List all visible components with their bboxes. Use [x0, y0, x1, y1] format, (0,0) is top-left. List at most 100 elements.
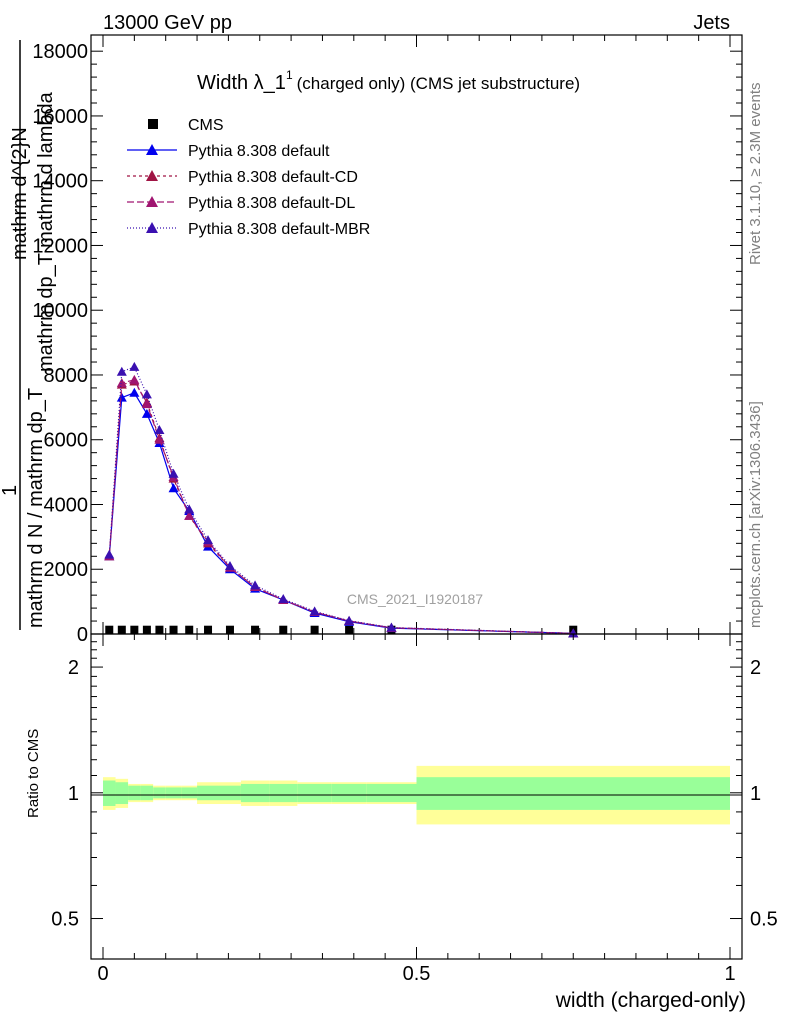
cms-data-point: [225, 625, 234, 634]
series-layer: [104, 361, 579, 638]
legend-item: Pythia 8.308 default: [127, 143, 330, 160]
cms-data-point: [117, 625, 126, 634]
legend-label: Pythia 8.308 default: [188, 143, 330, 160]
plot-title: Width λ_11 (charged only) (CMS jet substr…: [197, 68, 580, 94]
main-y-tick-label: 10000: [32, 300, 88, 322]
ylabel-lower: mathrm d N / mathrm dp_T: [25, 388, 47, 628]
ylabel-denominator: mathrm dp_T mathrm d lambda: [35, 91, 57, 372]
ratio-green-band: [115, 782, 129, 805]
series-line-2: [108, 380, 574, 634]
main-y-tick-label: 0: [77, 624, 88, 646]
ratio-green-band: [366, 783, 417, 803]
cms-data-point: [142, 625, 151, 634]
ratio-green-band: [153, 787, 166, 799]
series-line-1: [108, 392, 574, 634]
legend-label: Pythia 8.308 default-CD: [188, 169, 358, 186]
main-y-tick-label: 6000: [44, 430, 89, 452]
main-y-tick-label: 16000: [32, 106, 88, 128]
series-point-3: [116, 378, 127, 388]
ylabel-one: 1: [0, 485, 21, 496]
legend-label: Pythia 8.308 default-MBR: [188, 221, 370, 238]
main-y-tick-label: 12000: [32, 235, 88, 257]
series-point-1: [116, 392, 127, 402]
series-point-4: [141, 389, 152, 399]
ratio-green-band: [140, 785, 154, 801]
ratio-y-tick-label: 2: [68, 657, 79, 679]
cms-data-point: [169, 625, 178, 634]
series-point-4: [203, 535, 214, 545]
ratio-green-band: [240, 783, 270, 803]
mcplots-label: mcplots.cern.ch [arXiv:1306.3436]: [747, 401, 764, 628]
ratio-green-band: [416, 777, 730, 810]
cms-data-point: [251, 625, 260, 634]
series-point-3: [154, 434, 165, 444]
series-point-4: [116, 366, 127, 376]
legend-marker: [146, 144, 158, 155]
x-tick-label: 0: [97, 963, 108, 985]
category-label: Jets: [693, 12, 730, 34]
ratio-green-band: [128, 785, 141, 801]
x-axis-label: width (charged-only): [555, 989, 746, 1012]
cms-data-point: [185, 625, 194, 634]
title-main: Width λ_1: [197, 72, 286, 94]
legend-item: Pythia 8.308 default-CD: [127, 169, 358, 186]
series-point-4: [129, 361, 140, 371]
ratio-green-band: [297, 783, 332, 803]
ratio-green-band: [218, 785, 241, 801]
legend-item: Pythia 8.308 default-DL: [127, 195, 355, 212]
series-point-4: [278, 594, 289, 604]
legend-marker: [146, 222, 158, 233]
ratio-y-tick-label-right: 2: [750, 657, 761, 679]
ratio-y-tick-label-right: 0.5: [750, 909, 778, 931]
series-point-1: [141, 408, 152, 418]
series-point-4: [184, 504, 195, 514]
series-line-3: [108, 379, 574, 634]
ratio-green-band: [269, 783, 298, 803]
ratio-bands: [103, 765, 730, 825]
title-rest: (charged only) (CMS jet substructure): [297, 74, 580, 93]
series-point-1: [168, 483, 179, 493]
series-point-4: [154, 425, 165, 435]
cms-data-point: [345, 625, 354, 634]
ratio-y-tick-label-right: 1: [750, 783, 761, 805]
series-point-4: [224, 561, 235, 571]
ratio-green-band: [165, 787, 182, 799]
ratio-y-axis: 0.5 0.5 1 1 2 2: [51, 641, 778, 931]
series-point-4: [250, 580, 261, 590]
series-point-4: [104, 549, 115, 559]
legend-item: CMS: [148, 117, 224, 134]
series-point-4: [568, 628, 579, 638]
series-point-4: [309, 606, 320, 616]
main-y-tick-label: 2000: [44, 559, 89, 581]
ratio-y-label: Ratio to CMS: [25, 729, 42, 818]
cms-data-point: [155, 625, 164, 634]
ratio-y-tick-label: 0.5: [51, 909, 79, 931]
analysis-watermark: CMS_2021_I1920187: [347, 591, 483, 607]
main-y-tick-label: 4000: [44, 494, 89, 516]
series-point-4: [386, 622, 397, 632]
legend: CMS Pythia 8.308 default Pythia 8.308 defa…: [127, 117, 370, 238]
legend-marker: [148, 119, 158, 129]
ratio-green-band: [331, 783, 367, 803]
cms-data-point: [204, 625, 213, 634]
main-y-label: mathrm d^{2}N mathrm dp_T mathrm d lambd…: [0, 40, 57, 630]
series-line-4: [108, 366, 574, 634]
ratio-y-tick-label: 1: [68, 783, 79, 805]
rivet-label: Rivet 3.1.10, ≥ 2.3M events: [747, 83, 764, 266]
ratio-green-band: [181, 787, 198, 799]
main-y-tick-label: 14000: [32, 171, 88, 193]
legend-label: CMS: [188, 117, 224, 134]
ratio-x-axis: 0 0.5 1: [97, 634, 736, 985]
legend-label: Pythia 8.308 default-DL: [188, 195, 355, 212]
legend-item: Pythia 8.308 default-MBR: [127, 221, 370, 238]
cms-data-point: [279, 625, 288, 634]
x-tick-label: 1: [724, 963, 735, 985]
title-superscript: 1: [286, 68, 293, 82]
legend-marker: [146, 170, 158, 181]
series-point-4: [344, 615, 355, 625]
energy-label: 13000 GeV pp: [103, 12, 232, 34]
series-point-3: [129, 374, 140, 384]
series-point-3: [184, 510, 195, 520]
series-point-3: [141, 399, 152, 409]
